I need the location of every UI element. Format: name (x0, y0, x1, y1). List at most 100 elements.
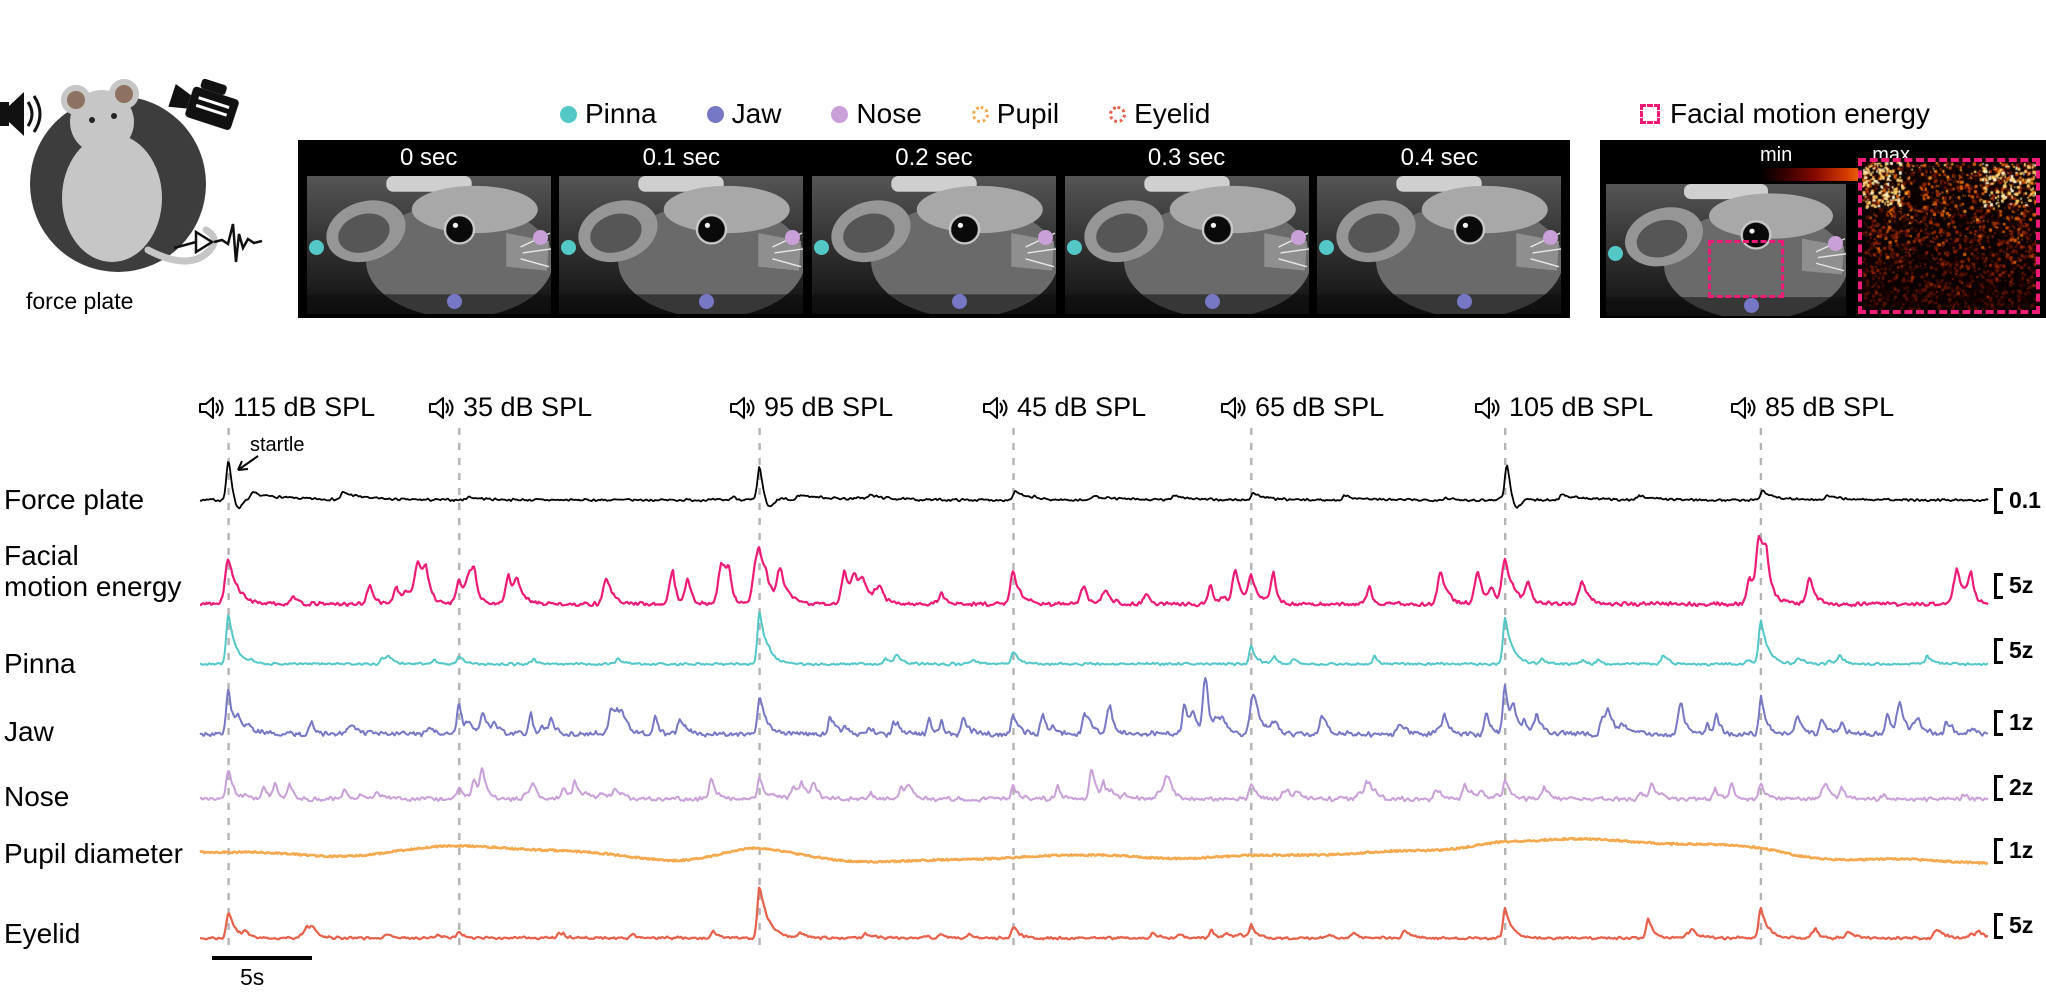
mouse-ear (115, 85, 133, 103)
pinna-keypoint-dot (813, 240, 829, 255)
colorbar-min-label: min (1760, 144, 1793, 166)
fme-roi-icon (1640, 104, 1660, 124)
scale-bar-nose: 2z (1994, 774, 2033, 801)
mouse-camera-image (1606, 184, 1846, 316)
stimulus-label-105db: 105 dB SPL (1475, 392, 1653, 423)
mouse-body (62, 134, 162, 262)
pinna-keypoint-dot (1066, 240, 1082, 255)
bracket-icon (1994, 637, 2003, 664)
scale-value: 5z (2009, 572, 2034, 598)
time-scalebar (212, 956, 312, 960)
motion-energy-roi (1708, 240, 1784, 298)
nose-keypoint-dot (1290, 230, 1306, 245)
speaker-icon (983, 396, 1008, 419)
jaw-keypoint-dot (951, 294, 967, 309)
bracket-icon (1994, 837, 2003, 864)
trace-label-motion-energy: motion energy (4, 571, 182, 602)
bracket-icon (1994, 487, 2003, 514)
scale-bar-jaw: 1z (1994, 709, 2033, 736)
video-frame: 0 sec (306, 140, 551, 314)
scale-value: 0.1 (2009, 487, 2041, 513)
bracket-icon (1994, 572, 2003, 599)
video-frame: 0.3 sec (1064, 140, 1309, 314)
trace-label-jaw: Jaw (4, 716, 54, 747)
stimulus-label-95db: 95 dB SPL (730, 392, 893, 423)
pinna-keypoint-dot (1608, 246, 1623, 261)
scale-value: 2z (2009, 774, 2034, 800)
pinna-keypoint-dot (1319, 240, 1335, 255)
pupil-marker-icon (971, 105, 989, 123)
stimulus-text: 115 dB SPL (233, 392, 376, 422)
scale-bar-force: 0.1 (1994, 487, 2041, 514)
legend-item-pupil: Pupil (971, 98, 1060, 130)
trace-label-nose: Nose (4, 781, 70, 812)
speaker-icon (199, 396, 224, 419)
jaw-keypoint-dot (1204, 294, 1220, 309)
video-frame: 0.4 sec (1317, 140, 1562, 314)
jaw-keypoint-dot (699, 294, 715, 309)
mouse-tail (144, 226, 218, 265)
mouse-camera-image (1064, 176, 1309, 314)
frame-time-label: 0.4 sec (1400, 144, 1478, 171)
jaw-keypoint-dot (1457, 294, 1473, 309)
legend-label: Pupil (996, 98, 1060, 129)
legend-label: Nose (856, 98, 922, 129)
jaw-keypoint-dot (446, 294, 462, 309)
stimulus-text: 45 dB SPL (1017, 392, 1147, 422)
trace-label-force-plate: Force plate (4, 484, 145, 515)
scale-bar-eyelid: 5z (1994, 912, 2033, 939)
bracket-icon (1994, 709, 2003, 736)
eyelid-marker-icon (1109, 105, 1127, 123)
stimulus-label-115db: 115 dB SPL (199, 392, 375, 423)
startle-annotation: startle (250, 434, 305, 456)
legend-item-eyelid: Eyelid (1109, 98, 1210, 130)
stimulus-label-35db: 35 dB SPL (429, 392, 592, 423)
stimulus-label-85db: 85 dB SPL (1731, 392, 1894, 423)
legend-label: Eyelid (1134, 98, 1211, 129)
stimulus-text: 35 dB SPL (463, 392, 593, 422)
stimulus-label-65db: 65 dB SPL (1221, 392, 1384, 423)
stimulus-text: 65 dB SPL (1255, 392, 1385, 422)
fme-legend-label: Facial motion energy (1670, 98, 1930, 129)
scale-value: 5z (2009, 912, 2034, 938)
legend-label: Jaw (731, 98, 782, 129)
scale-bar-pinna: 5z (1994, 637, 2033, 664)
bracket-icon (1994, 774, 2003, 801)
trace-label-eyelid: Eyelid (4, 918, 81, 949)
legend-item-jaw: Jaw (706, 98, 782, 130)
mouse-ear (67, 91, 85, 109)
force-signal-squiggle (173, 223, 263, 263)
pinna-keypoint-dot (308, 240, 324, 255)
speaker-icon (429, 396, 454, 419)
stimulus-text: 95 dB SPL (764, 392, 894, 422)
camera-icon (168, 78, 239, 130)
frame-time-label: 0.2 sec (895, 144, 973, 171)
mouse-camera-image (559, 176, 804, 314)
speaker-icon (1731, 396, 1756, 419)
motion-energy-heatmap-canvas (1862, 162, 2036, 310)
motion-energy-heatmap (1858, 158, 2040, 314)
mouse-camera-image (811, 176, 1056, 314)
stimulus-label-45db: 45 dB SPL (983, 392, 1146, 423)
nose-keypoint-dot (1828, 236, 1843, 251)
jaw-keypoint-dot (1744, 298, 1759, 313)
nose-keypoint-dot (1037, 230, 1053, 245)
mouse-camera-image (306, 176, 551, 314)
pinna-marker-icon (560, 105, 577, 123)
video-frame: 0.2 sec (811, 140, 1056, 314)
fme-legend: Facial motion energy (1640, 98, 1930, 130)
stimulus-text: 85 dB SPL (1765, 392, 1895, 422)
trace-label-pupil-diameter: Pupil diameter (4, 838, 183, 869)
scale-bar-fme: 5z (1994, 572, 2033, 599)
legend-item-pinna: Pinna (560, 98, 657, 130)
legend-label: Pinna (585, 98, 657, 129)
speaker-icon (0, 92, 42, 136)
traces-plot (199, 428, 1989, 950)
keypoint-legend: Pinna Jaw Nose Pupil Eyelid (560, 98, 1210, 130)
time-scalebar-label: 5s (240, 964, 265, 990)
legend-item-nose: Nose (831, 98, 922, 130)
speaker-icon (1221, 396, 1246, 419)
nose-keypoint-dot (1543, 230, 1559, 245)
speaker-icon (730, 396, 755, 419)
